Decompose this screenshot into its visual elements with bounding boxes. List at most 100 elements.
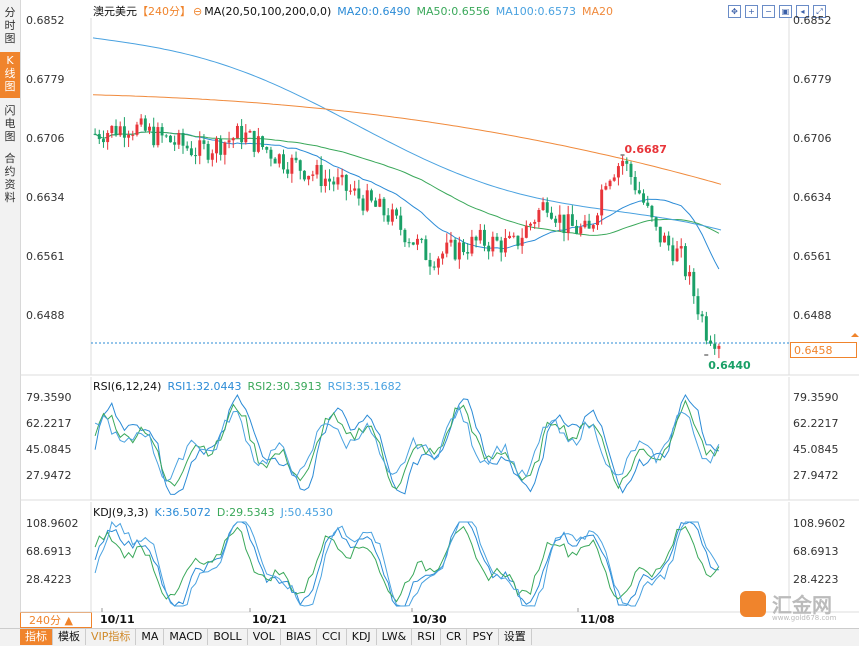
candle-body — [508, 235, 512, 239]
candle-body — [210, 153, 214, 160]
candle-body — [311, 174, 315, 176]
kdj-label: KDJ(9,3,3) — [93, 506, 149, 519]
bottom-tab[interactable]: CCI — [317, 629, 347, 645]
candle-body — [692, 271, 696, 297]
candle-body — [386, 215, 390, 222]
bottom-tab[interactable]: LW& — [377, 629, 413, 645]
candle-body — [302, 170, 306, 180]
candle-body — [181, 132, 185, 146]
date-label: 11/08 — [580, 613, 615, 626]
y-tick-right: 0.6488 — [793, 309, 832, 322]
candle-body — [185, 145, 189, 149]
zoom-in-icon[interactable]: + — [745, 5, 758, 18]
y-tick-left: 0.6634 — [26, 191, 65, 204]
candle-body — [252, 130, 256, 152]
kdj-tick-right: 68.6913 — [793, 545, 839, 558]
candle-body — [704, 316, 708, 341]
candle-body — [713, 343, 717, 349]
main-legend: 澳元美元【240分】 ⊖ MA(20,50,100,200,0,0) MA20:0.6… — [93, 3, 619, 19]
candle-body — [663, 235, 666, 243]
candle-body — [436, 258, 440, 268]
candle-body — [608, 180, 612, 187]
candle-body — [495, 236, 499, 241]
rsi-tick-right: 62.2217 — [793, 417, 839, 430]
ma100-value: MA100:0.6573 — [495, 5, 576, 18]
candle-body — [457, 242, 461, 260]
candle-body — [369, 190, 373, 201]
candle-body — [156, 127, 160, 146]
left-nav: 分时图 K线图 闪电图 合约资料 — [0, 0, 21, 628]
candle-body — [173, 142, 177, 145]
rsi-tick-left: 27.9472 — [26, 469, 72, 482]
candle-body — [667, 235, 671, 246]
candle-body — [524, 225, 528, 238]
candle-body — [478, 229, 482, 241]
bottom-tab[interactable]: PSY — [467, 629, 499, 645]
y-tick-left: 0.6779 — [26, 73, 65, 86]
bottom-tab[interactable]: 模板 — [53, 629, 86, 645]
kdj-k-line — [94, 521, 719, 607]
rsi-tick-right: 45.0845 — [793, 443, 839, 456]
candle-body — [265, 147, 269, 150]
bottom-toolbar: 指标 模板 VIP指标 MA MACD BOLL VOL BIAS CCI KDJ LW& RSI CR… — [0, 628, 859, 646]
candle-body — [110, 125, 114, 133]
bottom-tab[interactable]: 指标 — [20, 629, 53, 645]
bottom-tab[interactable]: MA — [136, 629, 165, 645]
candle-body — [93, 133, 97, 135]
candle-body — [240, 125, 244, 143]
candle-body — [298, 160, 302, 171]
reset-icon[interactable]: ▣ — [779, 5, 792, 18]
candle-body — [600, 189, 604, 216]
tab-flash[interactable]: 闪电图 — [4, 104, 16, 143]
candle-body — [219, 138, 223, 155]
candle-body — [139, 118, 143, 125]
settings-icon[interactable]: ⊖ — [193, 5, 203, 18]
candle-body — [449, 239, 453, 243]
candle-body — [164, 135, 168, 137]
candle-body — [658, 226, 662, 243]
bottom-tab[interactable]: KDJ — [347, 629, 377, 645]
move-icon[interactable]: ✥ — [728, 5, 741, 18]
rsi-tick-left: 45.0845 — [26, 443, 72, 456]
candle-body — [160, 127, 164, 136]
rsi2-line — [94, 399, 720, 490]
candle-body — [282, 154, 285, 170]
kdj-k-value: K:36.5072 — [154, 506, 211, 519]
candle-body — [177, 132, 181, 145]
candle-body — [235, 125, 239, 139]
candle-body — [688, 271, 692, 277]
period-selector[interactable]: 240分 ▲ — [20, 612, 92, 628]
tab-kline[interactable]: K线图 — [0, 52, 20, 98]
back-icon[interactable]: ◂ — [796, 5, 809, 18]
kdj-j-line — [94, 520, 720, 607]
y-tick-right: 0.6852 — [793, 14, 832, 27]
candle-body — [570, 214, 574, 226]
bottom-tab[interactable]: VIP指标 — [86, 629, 137, 645]
candle-body — [604, 186, 608, 190]
tab-timeshare[interactable]: 分时图 — [4, 6, 16, 45]
bottom-tab[interactable]: RSI — [412, 629, 442, 645]
fullscreen-icon[interactable]: ⤢ — [813, 5, 826, 18]
candle-body — [290, 157, 294, 174]
bottom-tab[interactable]: BOLL — [208, 629, 248, 645]
candle-body — [487, 245, 491, 252]
bottom-tab[interactable]: 设置 — [499, 629, 532, 645]
candle-body — [424, 239, 428, 260]
bottom-tab[interactable]: CR — [441, 629, 468, 645]
bottom-tab[interactable]: VOL — [248, 629, 281, 645]
bottom-tab[interactable]: MACD — [164, 629, 209, 645]
kdj-d-value: D:29.5343 — [216, 506, 275, 519]
date-label: 10/11 — [100, 613, 135, 626]
rsi-tick-left: 62.2217 — [26, 417, 72, 430]
rsi3-value: RSI3:35.1682 — [327, 380, 402, 393]
candle-body — [470, 236, 474, 254]
candle-body — [340, 174, 344, 178]
bottom-tab[interactable]: BIAS — [281, 629, 318, 645]
candle-body — [646, 202, 650, 206]
candle-body — [575, 225, 579, 234]
y-tick-left: 0.6852 — [26, 14, 65, 27]
zoom-out-icon[interactable]: − — [762, 5, 775, 18]
candle-body — [118, 126, 122, 136]
candle-body — [558, 214, 562, 223]
tab-contract-info[interactable]: 合约资料 — [4, 152, 16, 204]
